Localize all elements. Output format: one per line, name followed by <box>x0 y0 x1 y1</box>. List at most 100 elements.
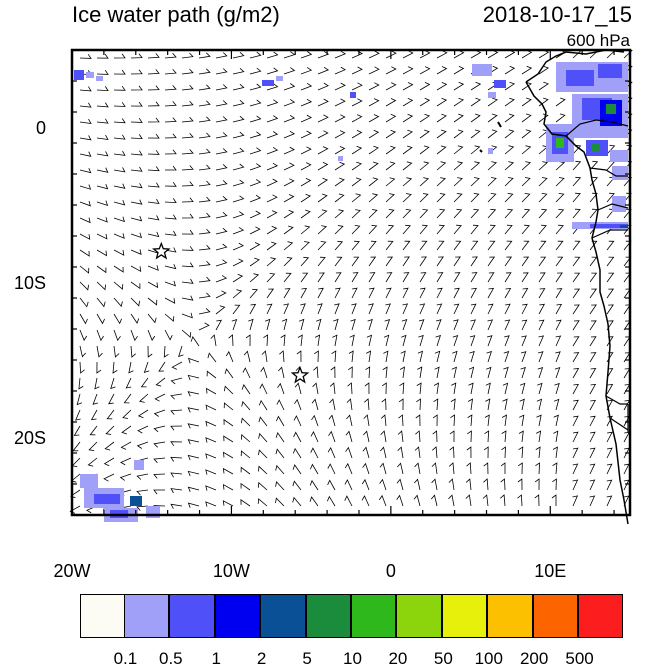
wind-barb <box>278 366 285 379</box>
wind-barb <box>449 430 455 442</box>
wind-barb <box>351 98 363 107</box>
wind-barb <box>113 281 124 290</box>
colorbar-label: 200 <box>519 649 549 668</box>
wind-barb <box>334 161 346 171</box>
wind-barb <box>486 335 493 347</box>
wind-barb <box>329 382 336 395</box>
wind-barb <box>572 447 579 459</box>
wind-barb <box>259 383 268 395</box>
wind-barb <box>453 193 463 203</box>
wind-barb <box>379 478 387 491</box>
wind-barb <box>554 382 560 395</box>
wind-barb <box>232 147 245 155</box>
wind-barb <box>317 209 328 219</box>
wind-barb <box>534 494 540 507</box>
wind-barb <box>453 66 465 75</box>
wind-barb <box>368 177 379 187</box>
wind-barb <box>275 481 285 491</box>
wind-barb <box>317 98 329 107</box>
wind-barb <box>606 304 614 315</box>
wind-barb <box>283 178 295 187</box>
wind-barb <box>451 366 457 379</box>
colorbar-label: 1 <box>211 649 221 668</box>
wind-barb <box>300 303 306 315</box>
wind-barb <box>79 233 91 240</box>
wind-barb <box>468 382 474 395</box>
wind-barb <box>351 209 361 219</box>
wind-barb <box>222 500 234 507</box>
colorbar-swatch <box>305 594 351 638</box>
wind-barb <box>224 385 234 395</box>
wind-barb <box>147 215 160 221</box>
wind-barb <box>345 446 353 459</box>
wind-barb <box>385 82 397 91</box>
wind-barb <box>328 414 336 427</box>
wind-barb <box>435 319 442 331</box>
wind-barb <box>572 336 580 347</box>
wind-barb <box>136 441 149 449</box>
wind-barb <box>292 480 302 491</box>
wind-barb <box>501 430 507 443</box>
colorbar-label: 20 <box>388 649 408 668</box>
wind-barb <box>240 466 251 475</box>
wind-barb <box>606 368 614 379</box>
wind-barb <box>538 319 545 331</box>
wind-barb <box>113 102 126 107</box>
wind-barb <box>486 350 493 363</box>
wind-barb <box>402 177 413 187</box>
wind-barb <box>344 495 353 507</box>
wind-barb <box>263 334 269 347</box>
wind-barb <box>517 494 523 507</box>
wind-barb <box>453 272 461 283</box>
wind-barb <box>96 200 109 207</box>
wind-barb <box>397 462 404 475</box>
wind-barb <box>385 129 397 139</box>
wind-barb <box>553 398 560 411</box>
wind-barb <box>266 83 279 91</box>
wind-barb <box>419 287 426 299</box>
wind-barb <box>153 457 166 464</box>
wind-barb <box>266 178 278 187</box>
wind-barb <box>572 192 581 203</box>
ice-patch-nw <box>74 70 84 80</box>
wind-barb <box>113 216 126 223</box>
wind-barb <box>538 335 545 347</box>
wind-barb <box>470 303 477 315</box>
wind-barb <box>368 145 379 155</box>
wind-barb <box>589 192 598 203</box>
wind-barb <box>416 382 422 395</box>
wind-barb <box>381 382 387 395</box>
wind-barb <box>351 256 360 267</box>
wind-barb <box>433 382 440 395</box>
wind-barb <box>240 450 251 459</box>
wind-barb <box>436 129 447 139</box>
wind-barb <box>486 366 492 379</box>
wind-barb <box>104 441 115 451</box>
wind-barb <box>435 334 442 347</box>
wind-barb <box>368 272 376 283</box>
wind-barb <box>170 472 183 478</box>
wind-barb <box>436 287 443 299</box>
wind-barb <box>351 82 363 91</box>
wind-barb <box>334 240 344 251</box>
wind-barb <box>572 320 580 331</box>
wind-barb <box>170 425 183 431</box>
wind-barb <box>170 377 183 385</box>
wind-barb <box>521 161 532 171</box>
wind-barb <box>419 193 429 203</box>
wind-barb <box>332 334 338 347</box>
wind-barb <box>215 180 228 187</box>
wind-barb <box>130 85 143 91</box>
wind-barb <box>120 441 132 450</box>
wind-barb <box>555 256 564 267</box>
wind-barb <box>154 393 166 402</box>
wind-barb <box>122 409 132 419</box>
wind-barb <box>205 469 217 475</box>
wind-barb <box>249 288 259 299</box>
wind-barb <box>419 145 430 155</box>
wind-barb <box>521 97 532 107</box>
wind-barb <box>96 361 102 374</box>
wind-barb <box>90 409 98 421</box>
wind-barb <box>258 416 268 427</box>
wind-barb <box>258 399 268 411</box>
